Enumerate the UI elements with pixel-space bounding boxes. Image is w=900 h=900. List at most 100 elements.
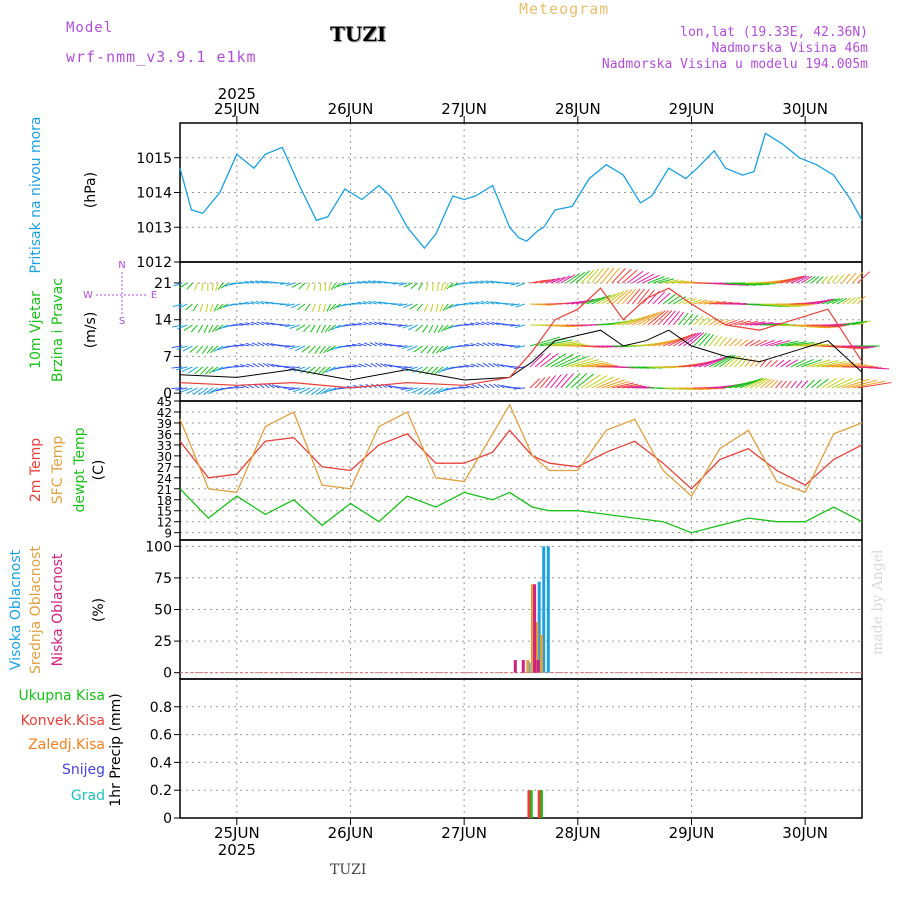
wind-arrow bbox=[491, 321, 500, 326]
wind-arrow bbox=[555, 354, 581, 368]
wind-arrow bbox=[206, 345, 214, 354]
wind-arrow bbox=[430, 366, 439, 375]
wind-arrow bbox=[405, 387, 418, 392]
wind-arrow bbox=[749, 377, 767, 389]
wind-arrow bbox=[216, 303, 224, 311]
wind-arrow bbox=[443, 282, 449, 291]
wind-arrow bbox=[285, 303, 295, 307]
wind-arrow bbox=[744, 339, 755, 347]
wind-arrow bbox=[470, 363, 480, 368]
wind-arrow bbox=[397, 324, 408, 327]
wind-arrow bbox=[785, 341, 815, 347]
elevation-text: Nadmorska Visina 46m bbox=[711, 41, 868, 56]
wind-arrow bbox=[295, 324, 306, 331]
wind-arrow bbox=[826, 363, 862, 368]
wind-arrow bbox=[831, 275, 839, 284]
wind-arrow bbox=[465, 385, 474, 389]
y-tick-label: 9 bbox=[164, 527, 172, 541]
wind-arrow bbox=[504, 344, 515, 347]
wind-arrow bbox=[368, 300, 377, 305]
wind-arrow bbox=[616, 268, 632, 284]
wind-arrow bbox=[392, 282, 403, 285]
wind-arrow bbox=[622, 384, 642, 389]
wind-arrow bbox=[575, 270, 590, 284]
wind-arrow bbox=[836, 297, 848, 305]
wind-arrow bbox=[516, 282, 526, 288]
wind-arrow bbox=[267, 363, 275, 368]
wind-arrow bbox=[279, 365, 290, 368]
wind-arrow bbox=[327, 324, 337, 332]
wind-arrow bbox=[811, 379, 822, 389]
y-tick-label: 0.2 bbox=[150, 783, 172, 799]
wind-arrow bbox=[795, 380, 803, 389]
wind-arrow bbox=[357, 322, 367, 326]
wind-arrow bbox=[384, 363, 393, 368]
wind-arrow bbox=[729, 320, 744, 326]
wind-arrow bbox=[336, 303, 347, 308]
wind-arrow bbox=[535, 279, 550, 284]
y-tick-label: 1014 bbox=[136, 186, 172, 202]
wind-arrow bbox=[175, 387, 188, 391]
wind-arrow bbox=[765, 359, 773, 368]
wind-arrow bbox=[497, 384, 505, 389]
wind-arrow bbox=[250, 321, 260, 326]
wind-arrow bbox=[280, 282, 290, 285]
y-tick-label: 30 bbox=[157, 450, 172, 464]
wind-arrow bbox=[744, 377, 765, 389]
cloud-low-bar bbox=[536, 660, 540, 673]
wind-arrow bbox=[703, 317, 714, 326]
wind-arrow bbox=[356, 281, 367, 284]
wind-arrow bbox=[187, 366, 198, 374]
wind-arrow bbox=[539, 376, 551, 389]
wind-arrow bbox=[852, 320, 868, 326]
wind-arrow bbox=[509, 345, 520, 348]
wind-arrow bbox=[749, 339, 761, 347]
model-elevation-text: Nadmorska Visina u modelu 194.005m bbox=[601, 57, 868, 72]
wind-arrow bbox=[180, 387, 193, 393]
wind-arrow bbox=[239, 343, 249, 347]
wind-arrow bbox=[453, 366, 464, 369]
wind-arrow bbox=[534, 353, 552, 368]
y-tick-label: 0.6 bbox=[150, 728, 172, 744]
wind-arrow bbox=[621, 269, 638, 284]
wind-arrow bbox=[570, 271, 586, 284]
wind-arrow bbox=[800, 380, 809, 389]
wind-arrow bbox=[369, 342, 377, 347]
wind-arrow bbox=[586, 296, 606, 305]
wind-arrow bbox=[208, 324, 214, 333]
wind-arrow bbox=[279, 303, 290, 306]
wind-arrow bbox=[379, 342, 388, 347]
wind-arrow bbox=[192, 387, 204, 395]
wind-arrow bbox=[234, 385, 244, 389]
wind-arrow bbox=[530, 279, 546, 284]
wind-arrow bbox=[821, 298, 837, 305]
wind-arrow bbox=[581, 362, 608, 368]
wind-arrow bbox=[580, 374, 601, 389]
wind-arrow bbox=[172, 324, 183, 328]
wind-arrow bbox=[406, 366, 418, 372]
wind-arrow bbox=[816, 378, 829, 389]
x-tick-label-bottom: 27JUN bbox=[441, 824, 487, 842]
wind-arrow bbox=[186, 387, 198, 395]
wind-arrow bbox=[397, 345, 408, 348]
wind-arrow bbox=[211, 324, 219, 333]
cloud-low-bar bbox=[521, 660, 525, 673]
cloud-high-bar bbox=[542, 546, 546, 673]
wind-arrow bbox=[239, 323, 249, 326]
wind-arrow bbox=[266, 342, 275, 347]
wind-arrow bbox=[337, 282, 347, 288]
wind-arrow bbox=[444, 324, 454, 331]
precip-frz-label: Zaledj.Kisa bbox=[28, 737, 105, 753]
wind-arrow bbox=[437, 324, 444, 333]
wind-arrow bbox=[483, 383, 490, 389]
precip-snow-label: Snijeg bbox=[62, 762, 105, 778]
footer-station: TUZI bbox=[330, 862, 367, 878]
wind-arrow bbox=[857, 366, 890, 370]
wind-arrow bbox=[560, 373, 574, 389]
compass-s: S bbox=[119, 316, 125, 327]
cloud-mid-bar bbox=[539, 634, 543, 673]
wind-arrow bbox=[250, 301, 260, 305]
x-tick-label-top: 25JUN bbox=[214, 100, 260, 118]
wind-arrow bbox=[540, 278, 555, 284]
wind-arrow bbox=[321, 324, 326, 334]
